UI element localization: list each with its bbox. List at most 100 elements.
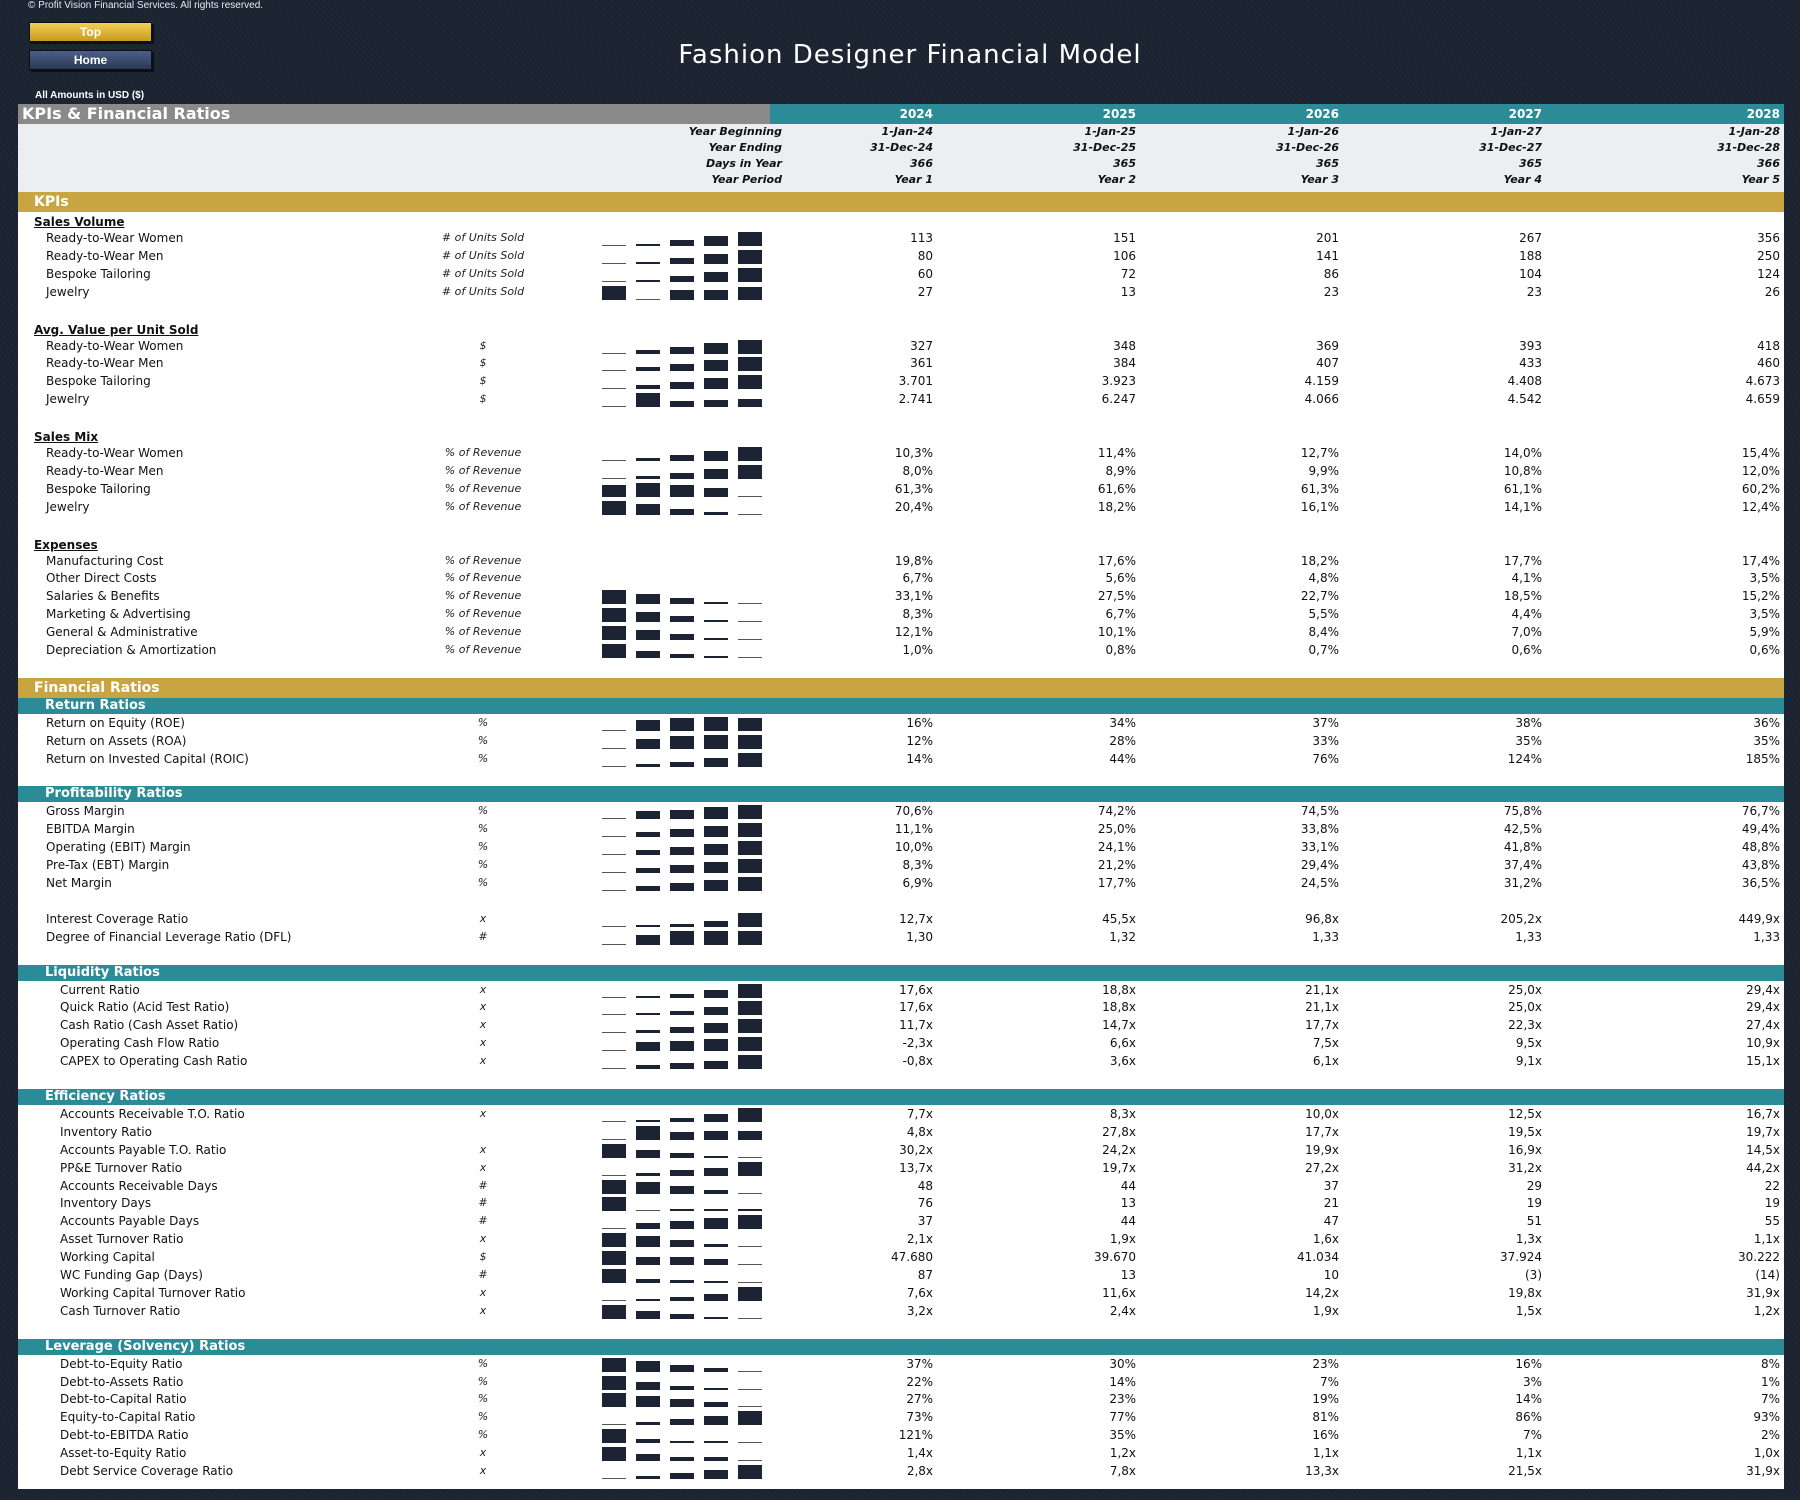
- metric-value: 37%: [1312, 715, 1339, 730]
- sparkline: [602, 1447, 762, 1462]
- sparkline-bar: [704, 1387, 728, 1390]
- metric-value: 113: [910, 231, 933, 245]
- metric-value: 1,2x: [1109, 1446, 1136, 1461]
- period-value: Year 3: [1300, 173, 1339, 186]
- group-title: Sales Mix: [34, 430, 99, 444]
- metric-value: 1,33: [1753, 929, 1780, 944]
- sparkline-bar: [636, 1119, 660, 1122]
- sparkline-bar: [602, 996, 626, 998]
- metric-unit: %: [477, 876, 489, 889]
- metric-value: 27,8x: [1102, 1124, 1136, 1139]
- metric-value: 384: [1113, 356, 1136, 371]
- sparkline-bar: [670, 1296, 694, 1301]
- sparkline-bar: [738, 375, 762, 390]
- sparkline: [602, 464, 762, 479]
- metric-unit: #: [478, 1196, 488, 1210]
- sparkline-bar: [636, 850, 660, 856]
- metric-unit: % of Revenue: [444, 643, 522, 656]
- metric-value: 16%: [906, 715, 933, 730]
- metric-value: 22,7%: [1300, 589, 1339, 604]
- sparkline-bar: [704, 271, 728, 282]
- metric-label: Bespoke Tailoring: [46, 374, 151, 389]
- metric-unit: x: [479, 1232, 487, 1246]
- sparkline-bar: [704, 844, 728, 856]
- sparkline-bar: [738, 930, 762, 945]
- metric-value: 47.680: [891, 1250, 933, 1265]
- sparkline-bar: [738, 1405, 762, 1408]
- metric-value: 27,4x: [1746, 1018, 1780, 1033]
- metric-value: 12%: [906, 733, 933, 748]
- sparkline-bar: [670, 761, 694, 767]
- sparkline: [602, 1197, 762, 1212]
- metric-value: 5,6%: [1105, 571, 1137, 586]
- metric-value: 8,3x: [1109, 1106, 1136, 1121]
- metric-value: 23%: [1312, 1356, 1339, 1371]
- sparkline-bar: [738, 805, 762, 820]
- metric-value: 23%: [1109, 1392, 1136, 1407]
- sparkline-bar: [704, 236, 728, 246]
- sparkline-bar: [636, 385, 660, 390]
- period-value: 31-Dec-28: [1717, 141, 1780, 154]
- sparkline-bar: [738, 912, 762, 927]
- metric-value: 1,2x: [1753, 1303, 1780, 1318]
- period-value: 31-Dec-26: [1276, 141, 1339, 154]
- sparkline: [602, 1251, 762, 1266]
- sparkline-bar: [602, 1179, 626, 1194]
- sparkline-bar: [670, 275, 694, 282]
- sparkline-bar: [704, 400, 728, 408]
- metric-label: Working Capital Turnover Ratio: [60, 1285, 246, 1300]
- metric-value: 19%: [1312, 1392, 1339, 1407]
- sparkline-bar: [738, 1465, 762, 1479]
- sparkline-bar: [738, 286, 762, 300]
- metric-label: Quick Ratio (Acid Test Ratio): [60, 1000, 230, 1015]
- metric-value: 2.741: [898, 392, 933, 407]
- metric-value: 29,4x: [1746, 982, 1780, 997]
- sparkline-bar: [602, 1227, 626, 1230]
- sparkline-bar: [704, 1244, 728, 1248]
- sparkline-bar: [670, 1041, 694, 1052]
- metric-value: 45,5x: [1102, 911, 1136, 926]
- metric-label: Salaries & Benefits: [46, 589, 160, 604]
- subsection-band: Efficiency Ratios: [18, 1088, 1784, 1105]
- metric-value: 14,2x: [1305, 1285, 1339, 1300]
- sparkline-bar: [670, 923, 694, 927]
- amounts-note: All Amounts in USD ($): [35, 90, 145, 101]
- sparkline-bar: [738, 877, 762, 891]
- sparkline-bar: [704, 1189, 728, 1194]
- metric-value: 73%: [906, 1410, 933, 1425]
- sparkline-bar: [670, 1169, 694, 1176]
- sparkline-bar: [670, 346, 694, 354]
- metric-value: 9,9%: [1308, 463, 1340, 478]
- metric-value: 14,7x: [1102, 1018, 1136, 1033]
- metric-value: 201: [1316, 231, 1339, 245]
- top-button[interactable]: Top: [29, 22, 152, 42]
- metric-value: -0,8x: [902, 1054, 933, 1069]
- metric-value: 348: [1113, 338, 1136, 353]
- metric-value: 77%: [1109, 1410, 1136, 1425]
- metric-value: 35%: [1753, 733, 1780, 748]
- metric-unit: $: [479, 1250, 487, 1264]
- metric-value: 1,3x: [1515, 1232, 1542, 1247]
- sparkline-bar: [738, 1156, 762, 1158]
- sparkline: [602, 1107, 762, 1122]
- sparkline-bar: [670, 930, 694, 945]
- metric-value: 1,0x: [1753, 1446, 1780, 1461]
- sparkline-bar: [738, 1370, 762, 1372]
- period-value: 1-Jan-27: [1490, 125, 1542, 138]
- sparkline-bar: [738, 1281, 762, 1283]
- metric-value: 24,1%: [1097, 840, 1136, 855]
- sparkline-bar: [602, 1357, 626, 1372]
- subsection-band: Liquidity Ratios: [18, 964, 1784, 981]
- metric-value: 75,8%: [1503, 804, 1542, 819]
- metric-value: 1,1x: [1515, 1446, 1542, 1461]
- metric-label: Net Margin: [46, 876, 112, 890]
- sparkline-bar: [670, 289, 694, 300]
- period-value: Year 5: [1741, 173, 1780, 186]
- metric-value: 70,6%: [894, 804, 933, 819]
- metric-value: 1%: [1760, 1374, 1780, 1389]
- metric-value: 1,33: [1515, 929, 1542, 944]
- period-label: Year Beginning: [688, 125, 782, 138]
- sparkline: [602, 1375, 762, 1390]
- home-button[interactable]: Home: [29, 50, 152, 70]
- metric-value: 4.159: [1304, 374, 1339, 389]
